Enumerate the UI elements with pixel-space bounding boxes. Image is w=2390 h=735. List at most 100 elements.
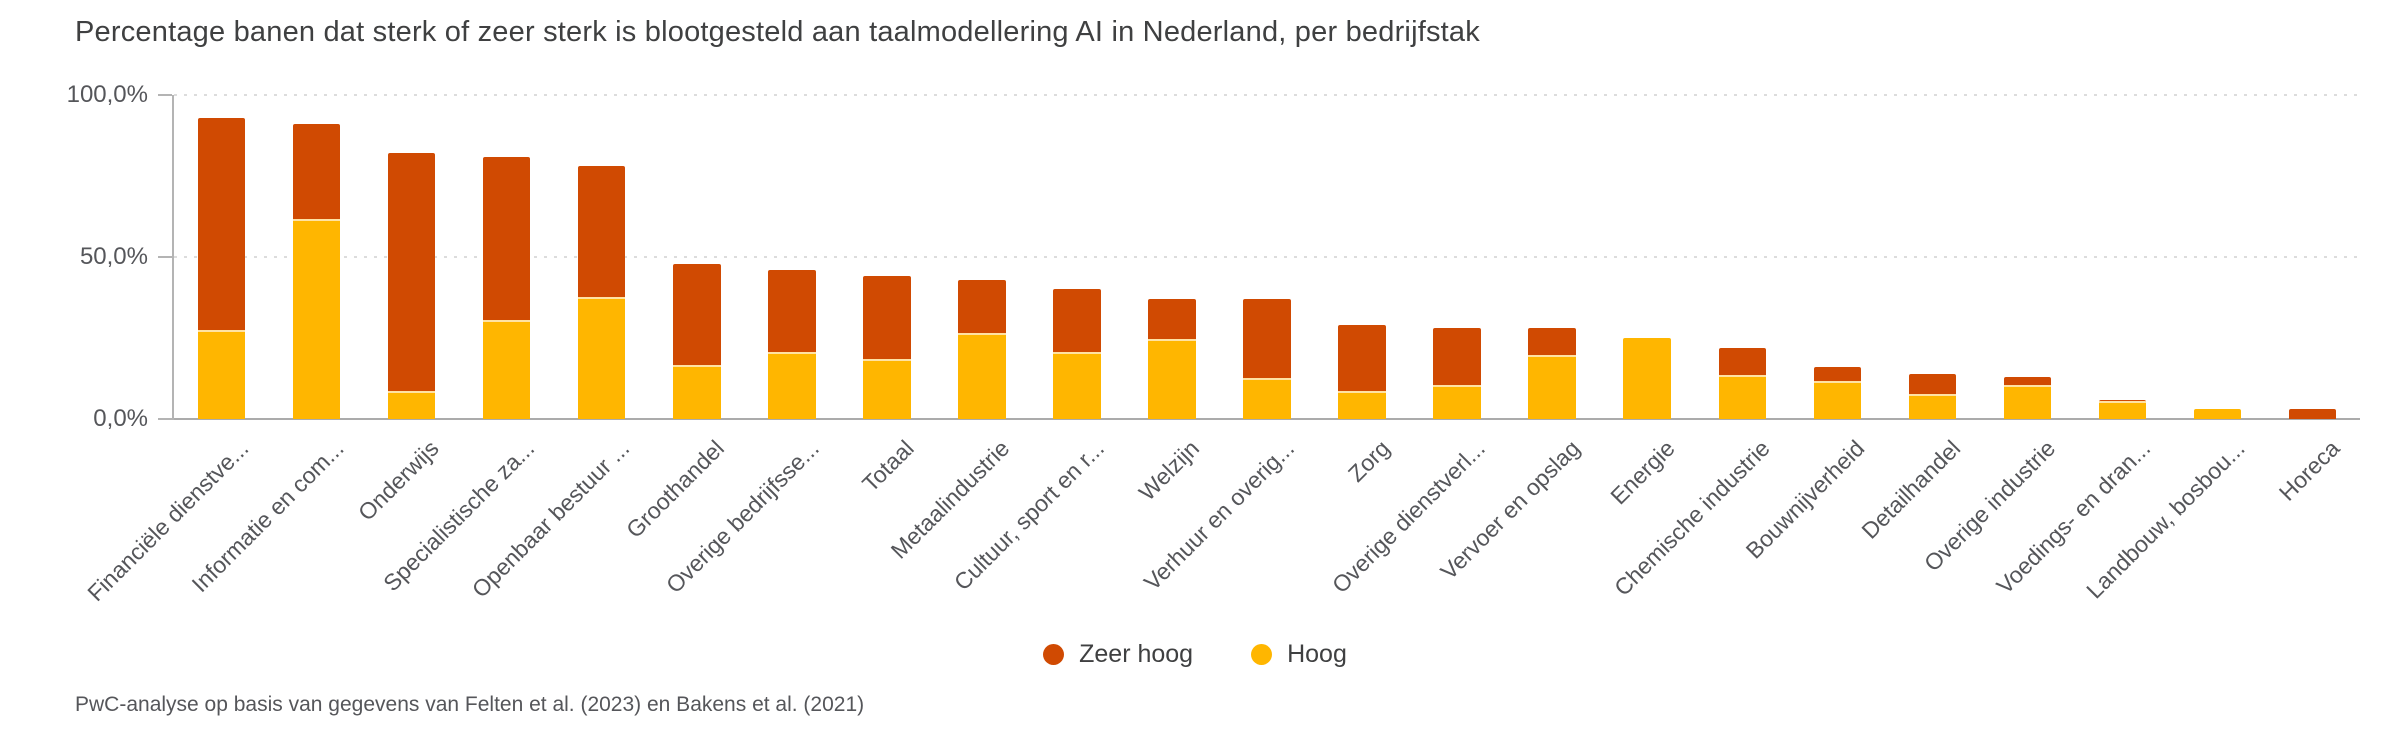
bar-group: Energie bbox=[1600, 95, 1695, 509]
segment-hoog[interactable] bbox=[1718, 376, 1767, 419]
stacked-bar[interactable] bbox=[2003, 95, 2052, 419]
segment-hoog[interactable] bbox=[2003, 386, 2052, 419]
segment-hoog[interactable] bbox=[482, 321, 531, 419]
segment-zeer-hoog[interactable] bbox=[197, 117, 246, 332]
stacked-bar[interactable] bbox=[1433, 95, 1481, 419]
segment-zeer-hoog[interactable] bbox=[673, 263, 721, 368]
segment-hoog[interactable] bbox=[863, 360, 911, 419]
segment-hoog[interactable] bbox=[1908, 396, 1957, 419]
bar-group: Metaalindustrie bbox=[886, 95, 1029, 564]
x-axis-label: Openbaar bestuur ... bbox=[466, 435, 635, 603]
segment-hoog[interactable] bbox=[292, 221, 341, 419]
segment-zeer-hoog[interactable] bbox=[292, 124, 341, 222]
x-axis-label: Totaal bbox=[857, 435, 920, 497]
segment-zeer-hoog[interactable] bbox=[1718, 347, 1767, 377]
stacked-bar[interactable] bbox=[1623, 95, 1671, 419]
legend-item-zeer-hoog[interactable]: Zeer hoog bbox=[1043, 640, 1193, 669]
bar-group: Financiële dienstve... bbox=[83, 95, 269, 606]
stacked-bar[interactable] bbox=[768, 95, 816, 419]
x-axis-label: Energie bbox=[1605, 435, 1680, 510]
stacked-bar[interactable] bbox=[2098, 95, 2147, 419]
stacked-bar[interactable] bbox=[1053, 95, 1101, 419]
stacked-bar[interactable] bbox=[1813, 95, 1862, 419]
bar-group: Landbouw, bosbou... bbox=[2081, 95, 2265, 604]
stacked-bar[interactable] bbox=[673, 95, 721, 419]
bar-group: Totaal bbox=[839, 95, 934, 497]
segment-zeer-hoog[interactable] bbox=[1243, 299, 1291, 381]
y-axis-label: 50,0% bbox=[79, 243, 148, 270]
bar-group: Overige bedrijfsse... bbox=[661, 95, 839, 598]
segment-hoog[interactable] bbox=[1243, 380, 1291, 419]
segment-zeer-hoog[interactable] bbox=[387, 153, 436, 394]
segment-zeer-hoog[interactable] bbox=[1908, 373, 1957, 397]
bar-group: Specialistische za... bbox=[378, 95, 554, 596]
segment-hoog[interactable] bbox=[577, 299, 626, 419]
legend: Zeer hoog Hoog bbox=[0, 640, 2390, 669]
stacked-bar[interactable] bbox=[2193, 95, 2242, 419]
segment-hoog[interactable] bbox=[2193, 409, 2242, 419]
stacked-bar[interactable] bbox=[1718, 95, 1767, 419]
legend-item-hoog[interactable]: Hoog bbox=[1251, 640, 1347, 669]
segment-zeer-hoog[interactable] bbox=[1053, 289, 1101, 355]
y-tick-0 bbox=[158, 418, 172, 420]
stacked-bar[interactable] bbox=[1528, 95, 1576, 419]
stacked-bar[interactable] bbox=[1148, 95, 1196, 419]
segment-hoog[interactable] bbox=[1528, 357, 1576, 419]
segment-hoog[interactable] bbox=[1338, 393, 1386, 419]
bar-group: Voedings- en dran... bbox=[1991, 95, 2170, 599]
segment-hoog[interactable] bbox=[387, 393, 436, 419]
stacked-bar[interactable] bbox=[863, 95, 911, 419]
bar-group: Groothandel bbox=[621, 95, 744, 543]
segment-hoog[interactable] bbox=[1623, 338, 1671, 419]
segment-zeer-hoog[interactable] bbox=[577, 166, 626, 300]
stacked-bar[interactable] bbox=[482, 95, 531, 419]
segment-zeer-hoog[interactable] bbox=[1338, 325, 1386, 394]
segment-zeer-hoog[interactable] bbox=[958, 279, 1006, 335]
y-axis-label: 100,0% bbox=[66, 81, 148, 108]
x-axis-label: Welzijn bbox=[1133, 435, 1205, 506]
segment-hoog[interactable] bbox=[768, 354, 816, 419]
legend-label: Zeer hoog bbox=[1079, 640, 1194, 668]
bar-group: Cultuur, sport en r... bbox=[949, 95, 1124, 595]
stacked-bar[interactable] bbox=[1338, 95, 1386, 419]
stacked-bar[interactable] bbox=[958, 95, 1006, 419]
segment-zeer-hoog[interactable] bbox=[2288, 409, 2337, 419]
gridline-0 bbox=[174, 418, 2360, 420]
segment-zeer-hoog[interactable] bbox=[768, 269, 816, 355]
bar-group: Bouwnijverheid bbox=[1741, 95, 1885, 564]
segment-zeer-hoog[interactable] bbox=[863, 276, 911, 361]
segment-hoog[interactable] bbox=[673, 367, 721, 419]
segment-hoog[interactable] bbox=[1053, 354, 1101, 419]
segment-zeer-hoog[interactable] bbox=[1148, 299, 1196, 342]
x-axis-label: Onderwijs bbox=[353, 435, 445, 526]
bar-group: Verhuur en overig... bbox=[1139, 95, 1315, 595]
y-tick-100 bbox=[158, 94, 172, 96]
bar-group: Welzijn bbox=[1124, 95, 1219, 506]
segment-hoog[interactable] bbox=[2098, 402, 2147, 419]
gridline-50 bbox=[174, 256, 2360, 258]
segment-zeer-hoog[interactable] bbox=[1433, 328, 1481, 387]
segment-hoog[interactable] bbox=[1813, 383, 1862, 419]
bar-group: Zorg bbox=[1315, 95, 1410, 487]
stacked-bar[interactable] bbox=[292, 95, 341, 419]
stacked-bar[interactable] bbox=[1908, 95, 1957, 419]
stacked-bar[interactable] bbox=[1243, 95, 1291, 419]
segment-zeer-hoog[interactable] bbox=[1813, 367, 1862, 384]
stacked-bar[interactable] bbox=[2288, 95, 2337, 419]
segment-zeer-hoog[interactable] bbox=[2003, 376, 2052, 387]
segment-hoog[interactable] bbox=[958, 334, 1006, 419]
stacked-bar[interactable] bbox=[387, 95, 436, 419]
segment-zeer-hoog[interactable] bbox=[1528, 328, 1576, 358]
bars-container: Financiële dienstve... Informatie en com.… bbox=[83, 95, 2360, 606]
x-axis-label: Horeca bbox=[2274, 435, 2345, 506]
stacked-bar[interactable] bbox=[197, 95, 246, 419]
segment-zeer-hoog[interactable] bbox=[2098, 399, 2147, 403]
segment-zeer-hoog[interactable] bbox=[482, 156, 531, 322]
stacked-bar[interactable] bbox=[577, 95, 626, 419]
y-axis-label: 0,0% bbox=[93, 405, 148, 432]
legend-dot-icon bbox=[1251, 644, 1273, 665]
bar-group: Detailhandel bbox=[1856, 95, 1980, 544]
segment-hoog[interactable] bbox=[1433, 386, 1481, 419]
segment-hoog[interactable] bbox=[1148, 341, 1196, 419]
segment-hoog[interactable] bbox=[197, 331, 246, 419]
